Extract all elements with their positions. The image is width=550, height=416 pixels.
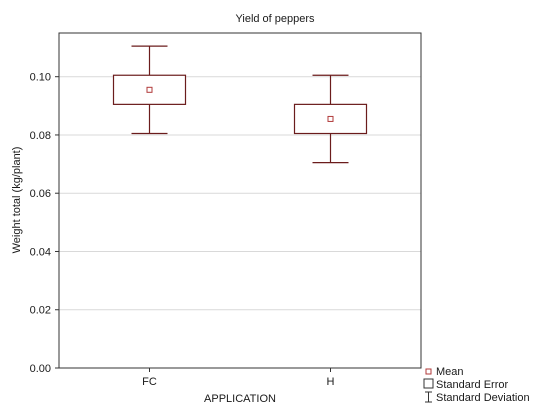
x-axis-ticks: FC H (142, 368, 335, 388)
plot-frame (58, 32, 422, 369)
legend-se-marker (423, 378, 434, 389)
box-series (112, 45, 368, 164)
mean-marker (327, 115, 334, 122)
x-tick-label: FC (142, 376, 157, 388)
se-box (112, 74, 187, 105)
legend-sd-marker (425, 391, 432, 403)
y-axis-ticks: 0.00 0.02 0.04 0.06 0.08 0.10 (30, 72, 59, 375)
x-axis-label: APPLICATION (204, 393, 276, 405)
se-box (293, 103, 368, 135)
legend: Mean Standard Error Standard Deviation (423, 366, 530, 404)
y-tick-label: 0.06 (30, 188, 51, 200)
y-axis-label: Weight total (kg/plant) (11, 147, 23, 254)
mean-marker (146, 86, 153, 93)
legend-mean-marker (425, 368, 432, 375)
legend-se-label: Standard Error (436, 379, 508, 391)
y-tick-label: 0.10 (30, 72, 51, 84)
chart-title: Yield of peppers (235, 13, 315, 25)
x-tick-label: H (327, 376, 335, 388)
y-tick-label: 0.08 (30, 130, 51, 142)
y-tick-label: 0.04 (30, 246, 51, 258)
y-tick-label: 0.00 (30, 363, 51, 375)
legend-sd-label: Standard Deviation (436, 392, 530, 404)
legend-mean-label: Mean (436, 366, 464, 378)
y-tick-label: 0.02 (30, 305, 51, 317)
